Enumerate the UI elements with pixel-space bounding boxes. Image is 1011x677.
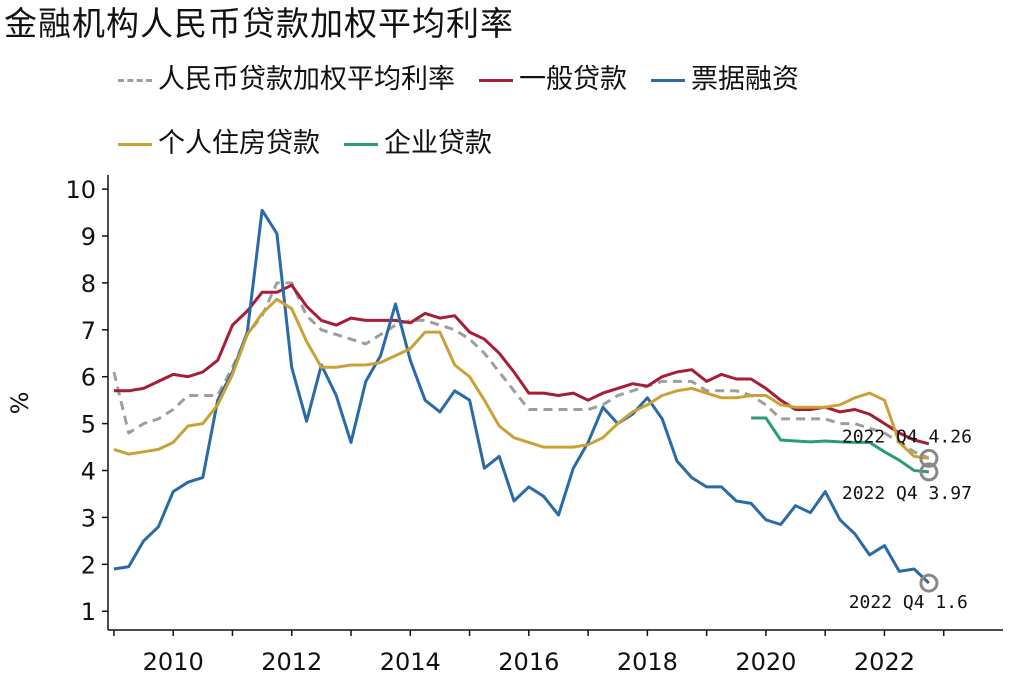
y-tick-label: 6	[81, 364, 96, 392]
x-ticks: 2010 2012 2014 2016 2018 2020 2022	[113, 630, 945, 676]
y-tick-label: 9	[81, 223, 96, 251]
legend-swatch	[118, 142, 152, 146]
y-ticks: 1 2 3 4 5 6 7 8 9 10	[65, 176, 108, 626]
x-tick-label: 2018	[617, 648, 678, 676]
annotation-marker	[919, 573, 939, 593]
y-axis-label: %	[6, 392, 34, 415]
x-tick-label: 2012	[261, 648, 322, 676]
legend-row-1: 人民币贷款加权平均利率 一般贷款 票据融资	[118, 62, 799, 98]
legend-item-weighted-avg: 人民币贷款加权平均利率	[118, 62, 455, 98]
legend-label: 票据融资	[691, 64, 799, 95]
series-line-3	[113, 297, 930, 460]
y-tick-label: 10	[65, 176, 96, 204]
legend-label: 人民币贷款加权平均利率	[158, 64, 455, 95]
y-tick-label: 1	[81, 598, 96, 626]
annotation-marker	[919, 462, 939, 482]
legend-swatch	[118, 78, 152, 82]
y-tick-label: 4	[81, 458, 96, 486]
annotation-label: 2022 Q4 4.26	[842, 426, 972, 447]
x-tick-label: 2022	[854, 648, 915, 676]
series-layer	[112, 208, 930, 585]
series-line-2	[113, 208, 930, 585]
legend-row-2: 个人住房贷款 企业贷款	[118, 126, 492, 162]
legend-item-bill-financing: 票据融资	[651, 62, 799, 98]
legend-label: 企业贷款	[384, 128, 492, 159]
legend-swatch	[651, 78, 685, 82]
y-tick-label: 3	[81, 504, 96, 532]
legend-swatch	[344, 142, 378, 146]
y-tick-label: 8	[81, 270, 96, 298]
y-tick-label: 7	[81, 317, 96, 345]
legend-swatch	[479, 78, 513, 82]
chart-title: 金融机构人民币贷款加权平均利率	[4, 4, 514, 43]
series-line-4	[751, 416, 930, 474]
y-tick-label: 5	[81, 411, 96, 439]
annotation-layer: 2022 Q4 4.26 2022 Q4 3.97 2022 Q4 1.6	[842, 426, 972, 613]
x-tick-label: 2016	[498, 648, 559, 676]
legend-item-mortgage: 个人住房贷款	[118, 126, 320, 162]
legend-label: 一般贷款	[519, 64, 627, 95]
y-tick-label: 2	[81, 551, 96, 579]
x-tick-label: 2010	[143, 648, 204, 676]
annotation-label: 2022 Q4 1.6	[849, 592, 968, 613]
annotation-marker	[919, 448, 939, 468]
series-line-0	[112, 281, 930, 460]
legend-item-corporate-loans: 企业贷款	[344, 126, 492, 162]
legend-label: 个人住房贷款	[158, 128, 320, 159]
annotation-label: 2022 Q4 3.97	[842, 483, 972, 504]
x-tick-label: 2020	[735, 648, 796, 676]
x-tick-label: 2014	[380, 648, 441, 676]
legend-item-general-loans: 一般贷款	[479, 62, 627, 98]
